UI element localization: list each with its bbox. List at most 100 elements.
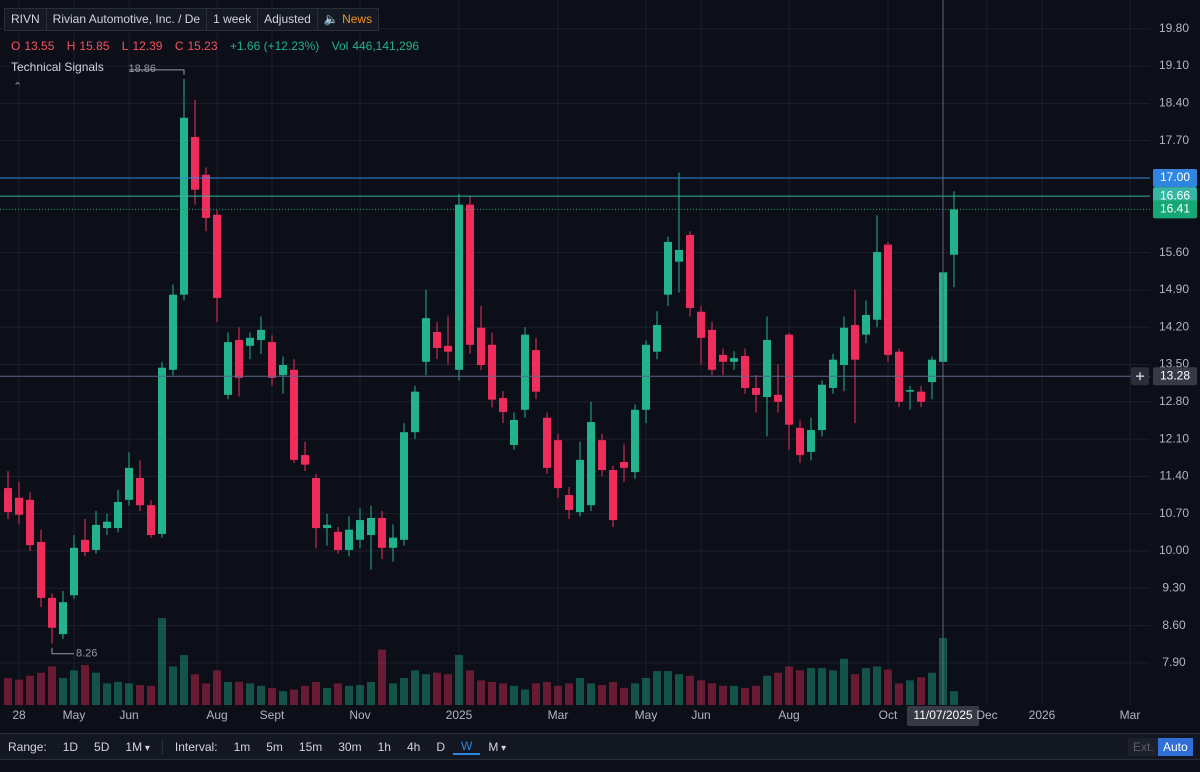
volume-bar	[180, 655, 188, 705]
ohlc-value: 15.23	[187, 39, 218, 53]
separator	[161, 738, 163, 755]
volume-bar	[873, 666, 881, 705]
volume-bar	[411, 670, 419, 705]
candle-body	[301, 455, 309, 465]
candle-body	[664, 241, 672, 295]
ext-button[interactable]: Ext.	[1128, 737, 1159, 756]
candle-body	[543, 417, 551, 468]
auto-button[interactable]: Auto	[1158, 737, 1193, 756]
candle-body	[125, 467, 133, 500]
volume-bar	[92, 672, 100, 705]
range-button[interactable]: 1D	[62, 739, 79, 754]
price-line-box	[1153, 200, 1197, 219]
candle-body	[763, 339, 771, 397]
technical-signals[interactable]: Technical Signals	[11, 60, 104, 74]
volume-bar	[202, 683, 210, 705]
volume-bar	[653, 671, 661, 705]
candle-body	[851, 325, 859, 360]
interval-button[interactable]: 1h	[377, 739, 391, 754]
candle-body	[708, 329, 716, 370]
volume-bar	[125, 683, 133, 705]
candle-body	[884, 244, 892, 355]
candle-body	[862, 314, 870, 335]
candle-body	[895, 351, 903, 402]
interval-button[interactable]: M	[480, 740, 514, 754]
candle-body	[323, 524, 331, 529]
volume-bar	[851, 674, 859, 705]
y-tick-label: 10.70	[1159, 506, 1189, 520]
x-tick-label: Jun	[119, 708, 138, 722]
candle-body	[554, 440, 562, 489]
x-tick-label: Dec	[976, 708, 997, 722]
adjustment[interactable]: Adjusted	[258, 9, 318, 30]
interval-button[interactable]: 5m	[266, 739, 283, 754]
volume-bar	[719, 685, 727, 705]
volume-bar	[37, 672, 45, 705]
y-tick-label: 14.90	[1159, 282, 1189, 296]
candle-body	[774, 394, 782, 402]
candle-body	[730, 358, 738, 362]
candle-body	[378, 517, 386, 548]
x-tick-label: Nov	[349, 708, 370, 722]
candle-body	[356, 520, 364, 540]
symbol[interactable]: RIVN	[5, 9, 47, 30]
crosshair-y-box	[1153, 367, 1197, 386]
price-line-label: 16.66	[1160, 188, 1190, 202]
candle-body	[411, 391, 419, 433]
volume-bar	[433, 672, 441, 705]
volume-bar	[587, 683, 595, 705]
volume-bar	[279, 691, 287, 705]
candle-body	[15, 497, 23, 515]
candle-body	[389, 537, 397, 548]
interval-button[interactable]: 1m	[233, 739, 251, 754]
interval-button[interactable]: D	[436, 739, 445, 754]
candle-body	[246, 337, 254, 346]
volume-bar	[620, 688, 628, 705]
range-button[interactable]: 5D	[94, 739, 110, 754]
volume-bar	[598, 685, 606, 705]
volume-bar	[521, 689, 529, 705]
candle-body	[565, 495, 573, 510]
volume-bar	[510, 685, 518, 705]
candle-body	[752, 387, 760, 395]
volume-bar	[895, 683, 903, 705]
y-tick-label: 19.80	[1159, 21, 1189, 35]
interval-button[interactable]: 15m	[298, 739, 323, 754]
y-tick-label: 15.60	[1159, 245, 1189, 259]
y-tick-label: 11.40	[1159, 469, 1188, 483]
ticker-strip	[0, 759, 1200, 772]
company-name: Rivian Automotive, Inc. / De	[47, 9, 208, 30]
candle-body	[136, 477, 144, 506]
candle-body	[785, 334, 793, 425]
candle-body	[466, 204, 474, 345]
x-tick-label: 2025	[446, 708, 473, 722]
volume-bar	[774, 672, 782, 705]
interval-button[interactable]: W	[452, 739, 481, 755]
interval-button[interactable]: 30m	[338, 739, 362, 754]
collapse-icon[interactable]: ⌃	[13, 81, 23, 93]
volume-bar	[81, 664, 89, 705]
candle-body	[488, 344, 496, 400]
interval[interactable]: 1 week	[207, 9, 259, 30]
candle-body	[807, 430, 815, 452]
volume-bar	[576, 678, 584, 705]
candle-body	[70, 547, 78, 596]
range-button[interactable]: 1M	[117, 740, 157, 754]
volume-bar	[565, 683, 573, 705]
interval-button[interactable]: 4h	[406, 739, 421, 754]
news[interactable]: 🔈 News	[323, 12, 373, 26]
ohlc-key: H	[66, 39, 76, 53]
candle-body	[147, 505, 155, 536]
volume-bar	[246, 683, 254, 705]
candle-body	[829, 359, 837, 388]
candle-body	[455, 204, 463, 370]
volume-bar	[4, 678, 12, 705]
volume-value: 446,141,296	[352, 39, 420, 53]
x-tick-label: Mar	[1120, 708, 1141, 722]
news-label[interactable]: News	[342, 12, 373, 26]
volume-bar	[906, 680, 914, 705]
volume-bar	[554, 685, 562, 705]
crosshair-x-box	[907, 706, 979, 726]
volume-bar	[763, 675, 771, 705]
